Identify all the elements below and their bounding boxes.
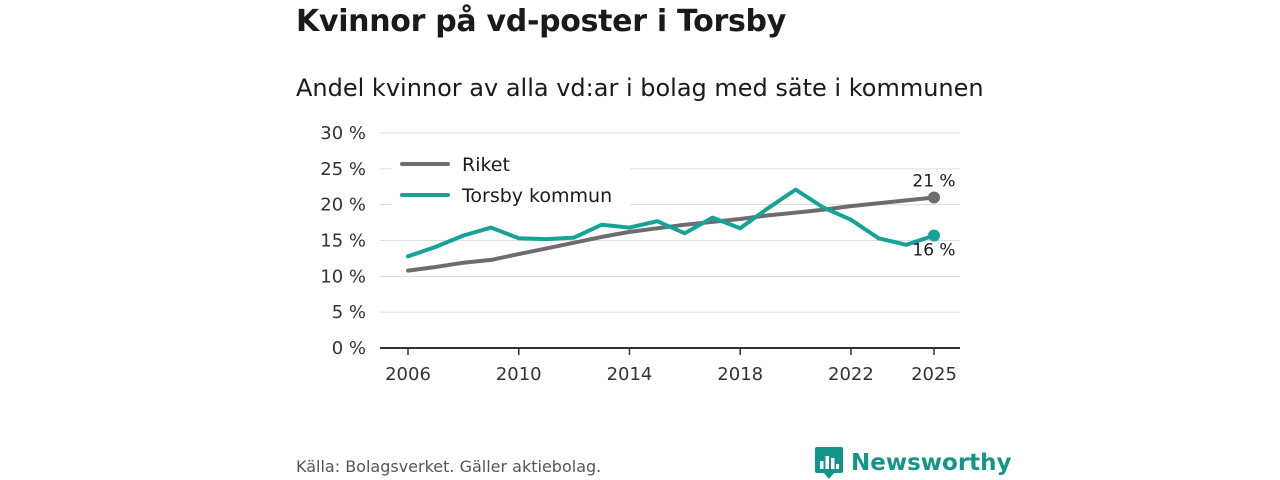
end-point-torsby-kommun — [928, 229, 940, 242]
y-tick-label: 20 % — [320, 195, 366, 216]
end-markers: 21 % 16 % — [912, 172, 955, 261]
end-label-torsby-kommun: 16 % — [912, 240, 955, 260]
legend-background — [392, 146, 630, 216]
y-tick-label: 10 % — [320, 266, 366, 287]
y-tick-label: 25 % — [320, 159, 366, 180]
x-tick-label: 2018 — [717, 364, 763, 385]
series-line-torsby-kommun — [406, 187, 936, 259]
x-tick-label: 2022 — [828, 364, 874, 385]
y-tick-label: 0 % — [332, 338, 366, 359]
x-axis — [380, 347, 960, 355]
y-axis-tick-labels: 0 % 5 % 10 % 15 % 20 % 25 % 30 % — [320, 123, 366, 359]
x-tick-label: 2014 — [607, 364, 653, 385]
end-point-riket — [928, 191, 940, 204]
brand-name: Newsworthy — [851, 450, 1012, 476]
x-tick-label: 2006 — [385, 364, 431, 385]
x-tick-label: 2025 — [911, 364, 957, 385]
legend: Riket Torsby kommun — [392, 146, 630, 216]
chart-title: Kvinnor på vd-poster i Torsby — [296, 4, 786, 39]
y-tick-label: 5 % — [332, 302, 366, 323]
y-tick-label: 15 % — [320, 231, 366, 252]
legend-label-torsby-kommun: Torsby kommun — [461, 185, 612, 207]
chart-subtitle: Andel kvinnor av alla vd:ar i bolag med … — [296, 74, 984, 102]
newsworthy-logo-icon — [815, 447, 843, 479]
y-tick-label: 30 % — [320, 123, 366, 144]
legend-label-riket: Riket — [462, 154, 510, 176]
x-axis-tick-labels: 2006 2010 2014 2018 2022 2025 — [385, 364, 957, 385]
line-chart: 0 %5 %10 %15 %20 %25 %30 % 2006 2010 2014 2… — [320, 123, 960, 385]
end-label-riket: 21 % — [912, 172, 955, 192]
source-note: Källa: Bolagsverket. Gäller aktiebolag. — [296, 457, 602, 476]
brand-logo[interactable]: Newsworthy — [815, 447, 1012, 479]
series-lines — [406, 187, 936, 273]
x-tick-label: 2010 — [496, 364, 542, 385]
